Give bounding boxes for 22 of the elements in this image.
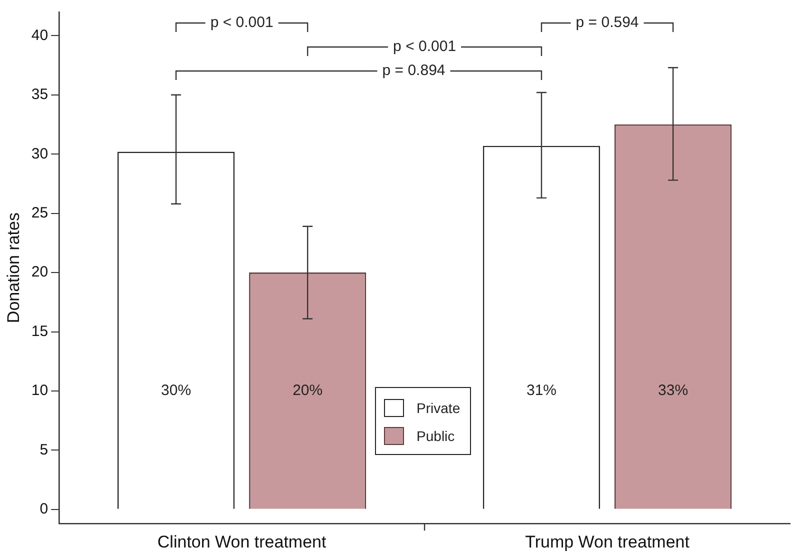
annotation: p = 0.594 (576, 14, 639, 32)
y-tick-label: 40 (31, 26, 48, 44)
x-tick-label: Clinton Won treatment (157, 532, 326, 552)
annotation: p < 0.001 (210, 14, 274, 32)
series-label: Private (416, 400, 460, 416)
legend-label: Public (416, 428, 455, 444)
data-label: 31% (526, 382, 557, 400)
y-tick-label: 30 (31, 145, 48, 162)
y-tick-label: 5 (40, 441, 48, 458)
annotation: p = 0.894 (382, 62, 446, 80)
y-tick-label: 15 (31, 322, 48, 340)
x-tick-label: Trump Won treatment (525, 532, 690, 552)
y-tick-label: 10 (31, 382, 48, 400)
y-tick-label: 25 (31, 204, 48, 222)
data-label: 30% (161, 382, 192, 400)
y-axis-title: Donation rates (4, 212, 23, 324)
data-label: 33% (658, 382, 688, 400)
y-tick-label: 0 (40, 500, 48, 518)
y-tick-label: 35 (31, 86, 48, 104)
data-label: 20% (292, 382, 323, 400)
y-tick-label: 20 (31, 264, 48, 281)
annotation: p < 0.001 (393, 38, 456, 56)
